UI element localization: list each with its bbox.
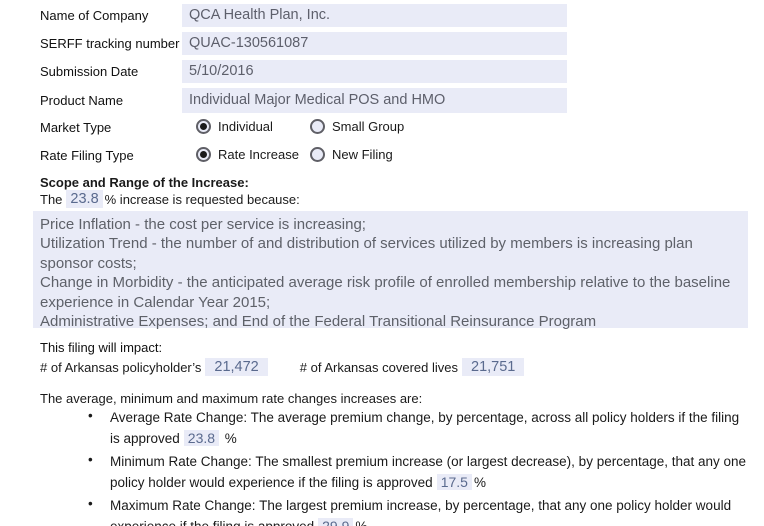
percent-sign: %	[355, 519, 367, 526]
impact-heading: This filing will impact:	[40, 340, 163, 355]
rate-filing-type-label: Rate Filing Type	[40, 148, 134, 163]
radio-unselected-icon	[310, 119, 325, 134]
name-of-company-label: Name of Company	[40, 8, 149, 23]
percent-sign: %	[473, 475, 486, 490]
maximum-rate-change-field[interactable]: 29.9	[318, 518, 354, 526]
maximum-rate-change-text: Maximum Rate Change: The largest premium…	[110, 498, 732, 526]
radio-market-small-group[interactable]: Small Group	[310, 119, 404, 134]
scope-sentence: The 23.8 % increase is requested because…	[40, 190, 300, 208]
list-item-maximum-rate-change: • Maximum Rate Change: The largest premi…	[88, 496, 750, 526]
covered-lives-count-field[interactable]: 21,751	[462, 358, 525, 376]
rate-changes-heading: The average, minimum and maximum rate ch…	[40, 391, 423, 406]
scope-sentence-suffix: % increase is requested because:	[104, 191, 300, 207]
radio-filing-new-filing[interactable]: New Filing	[310, 147, 393, 162]
covered-lives-label: # of Arkansas covered lives	[299, 359, 458, 375]
increase-reasons-textarea[interactable]: Price Inflation - the cost per service i…	[33, 211, 748, 330]
scope-sentence-prefix: The	[40, 191, 63, 207]
average-rate-change-field[interactable]: 23.8	[183, 430, 220, 446]
bullet-icon: •	[88, 408, 93, 423]
minimum-rate-change-text: Minimum Rate Change: The smallest premiu…	[110, 454, 747, 490]
radio-filing-rate-increase[interactable]: Rate Increase	[196, 147, 299, 162]
radio-filing-new-filing-label: New Filing	[332, 147, 393, 162]
serff-tracking-number-label: SERFF tracking number	[40, 36, 180, 51]
average-rate-change-text: Average Rate Change: The average premium…	[110, 410, 740, 446]
radio-selected-icon	[196, 147, 211, 162]
serff-tracking-number-field[interactable]: QUAC-130561087	[182, 32, 567, 55]
market-type-label: Market Type	[40, 120, 112, 135]
minimum-rate-change-field[interactable]: 17.5	[436, 474, 472, 490]
radio-filing-rate-increase-label: Rate Increase	[218, 147, 299, 162]
percent-sign: %	[221, 431, 237, 446]
increase-percent-field[interactable]: 23.8	[66, 190, 103, 208]
radio-unselected-icon	[310, 147, 325, 162]
radio-market-individual[interactable]: Individual	[196, 119, 273, 134]
submission-date-label: Submission Date	[40, 64, 139, 79]
radio-market-individual-label: Individual	[218, 119, 273, 134]
name-of-company-field[interactable]: QCA Health Plan, Inc.	[182, 4, 567, 27]
submission-date-field[interactable]: 5/10/2016	[182, 60, 567, 83]
product-name-label: Product Name	[40, 93, 124, 108]
list-item-minimum-rate-change: • Minimum Rate Change: The smallest prem…	[88, 452, 750, 493]
radio-selected-icon	[196, 119, 211, 134]
policyholders-count-field[interactable]: 21,472	[205, 358, 268, 376]
list-item-average-rate-change: • Average Rate Change: The average premi…	[88, 408, 750, 449]
bullet-icon: •	[88, 452, 93, 467]
impact-line: # of Arkansas policyholder’s 21,472 # of…	[40, 358, 526, 376]
radio-market-small-group-label: Small Group	[332, 119, 405, 134]
product-name-field[interactable]: Individual Major Medical POS and HMO	[182, 88, 567, 113]
policyholders-label: # of Arkansas policyholder’s	[40, 359, 202, 375]
scope-heading: Scope and Range of the Increase:	[40, 175, 249, 190]
bullet-icon: •	[88, 496, 93, 511]
rate-changes-list: • Average Rate Change: The average premi…	[88, 408, 750, 526]
